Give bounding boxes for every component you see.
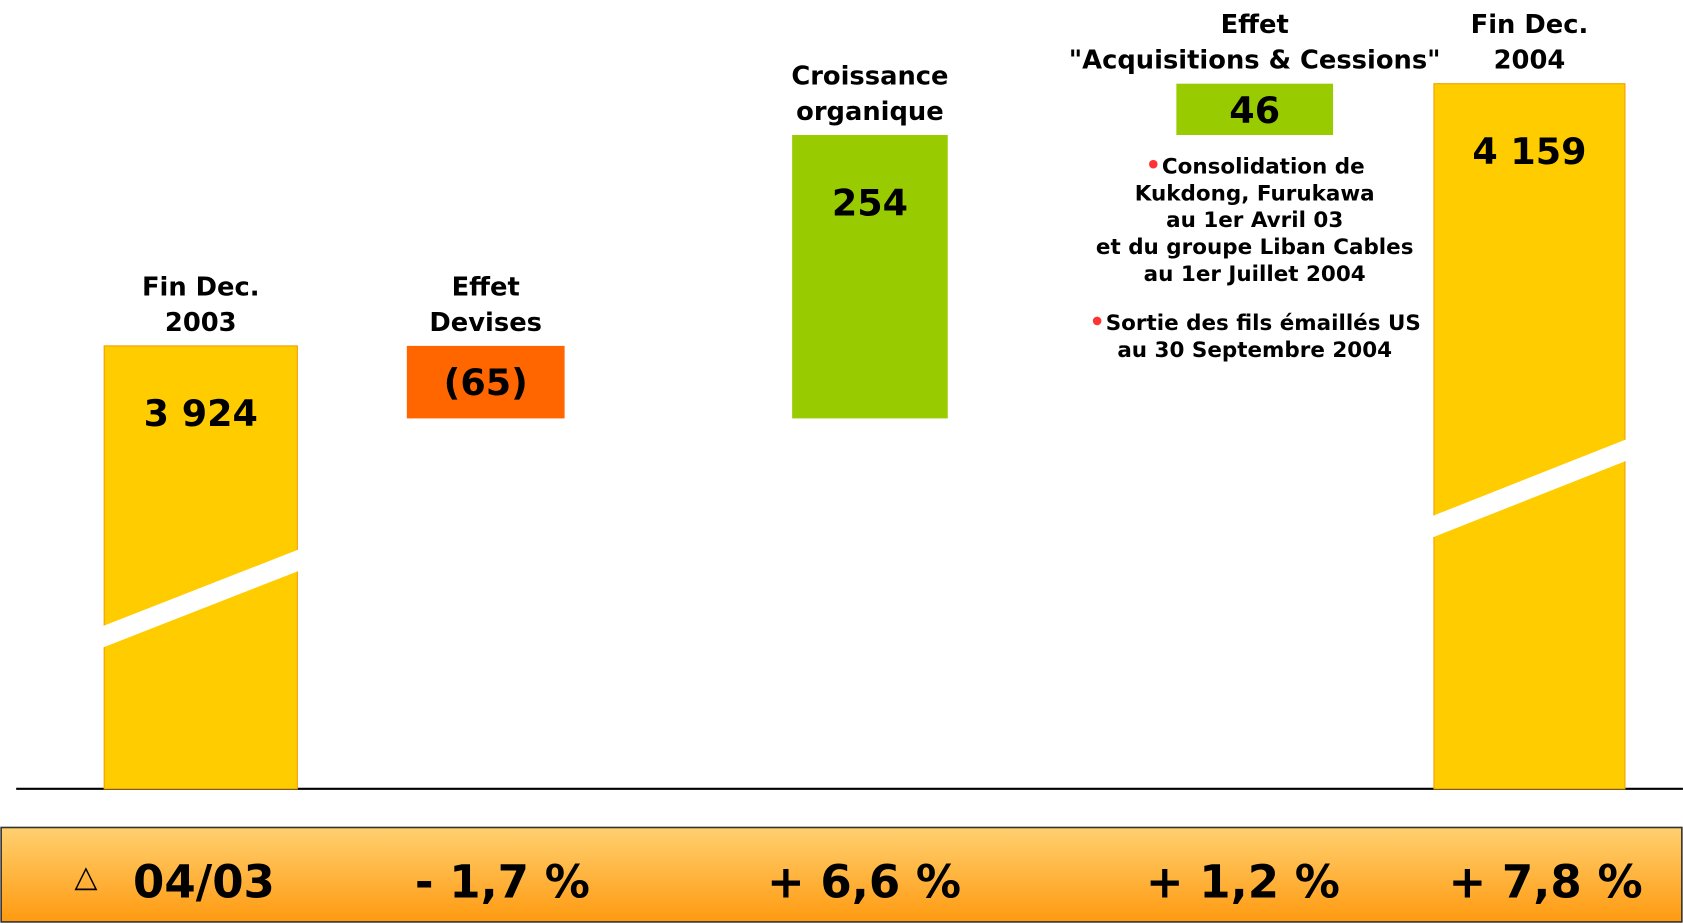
category-label: organique <box>796 97 944 127</box>
category-label: Devises <box>429 308 542 338</box>
footer-symbol: △ <box>74 859 98 894</box>
category-label: Fin Dec. <box>1471 10 1589 40</box>
footer-label: 04/03 <box>133 855 275 908</box>
value-label: 4 159 <box>1472 130 1586 173</box>
annotation: et du groupe Liban Cables <box>1096 235 1414 260</box>
value-label: 46 <box>1229 89 1280 132</box>
annotation: Sortie des fils émaillés US <box>1106 311 1421 336</box>
value-label: (65) <box>444 361 528 404</box>
bullet <box>1092 316 1102 326</box>
footer-change: - 1,7 % <box>415 855 590 908</box>
annotation: au 1er Avril 03 <box>1166 208 1343 233</box>
category-label: Effet <box>452 272 520 302</box>
bar <box>1433 83 1626 790</box>
value-label: 3 924 <box>144 392 258 435</box>
annotation: Kukdong, Furukawa <box>1135 181 1375 206</box>
axis-break <box>1431 439 1628 538</box>
bar <box>792 135 948 419</box>
category-label: Fin Dec. <box>142 272 260 302</box>
annotation: Consolidation de <box>1162 154 1365 179</box>
bar <box>1176 83 1334 136</box>
category-label: Effet <box>1221 10 1289 40</box>
value-label: 254 <box>832 181 908 224</box>
bar <box>406 345 565 419</box>
category-label: Croissance <box>791 62 948 92</box>
annotation: au 1er Juillet 2004 <box>1144 262 1366 287</box>
footer-band <box>0 826 1683 923</box>
category-label: "Acquisitions & Cessions" <box>1069 46 1441 76</box>
category-label: 2004 <box>1494 46 1566 76</box>
footer-change: + 7,8 % <box>1448 855 1642 908</box>
bullet <box>1149 159 1158 169</box>
category-label: 2003 <box>165 308 237 338</box>
axis-break <box>102 549 300 648</box>
footer-change: + 1,2 % <box>1146 855 1340 908</box>
footer-change: + 6,6 % <box>767 855 961 908</box>
annotation: au 30 Septembre 2004 <box>1117 338 1392 363</box>
